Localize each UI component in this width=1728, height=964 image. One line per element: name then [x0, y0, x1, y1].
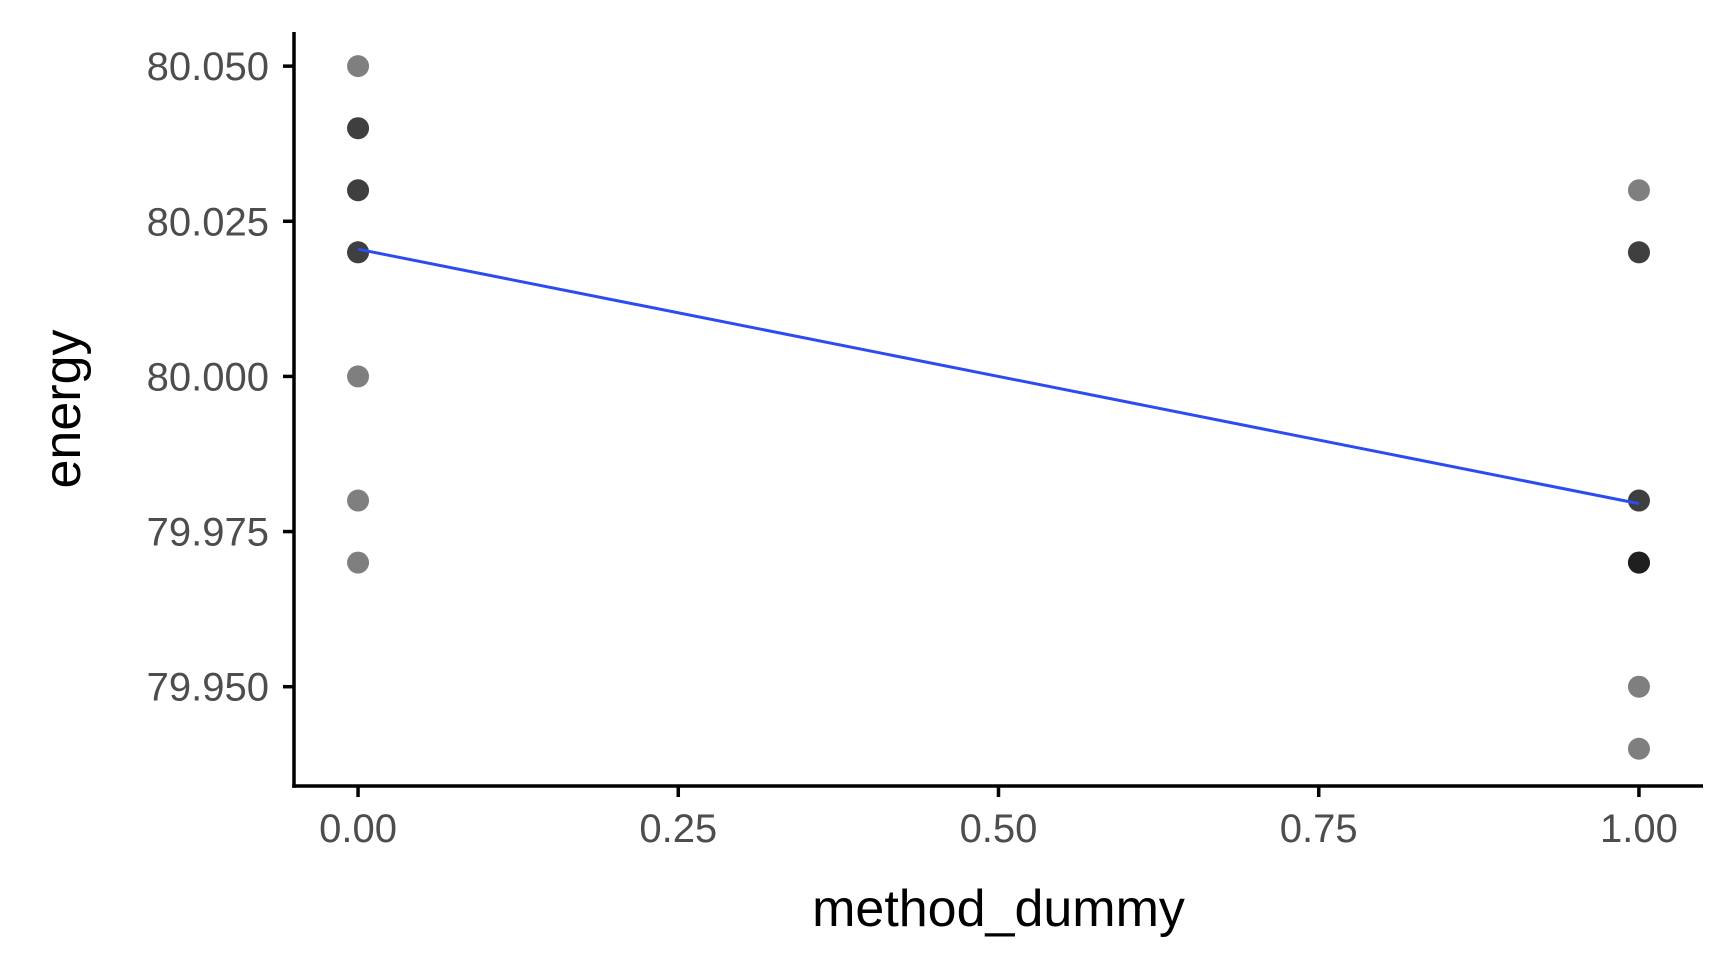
data-point [347, 241, 370, 264]
data-point [347, 55, 370, 78]
data-point [347, 179, 370, 202]
data-point [1627, 241, 1650, 264]
x-tick-label: 0.25 [639, 807, 717, 851]
y-tick-label: 80.025 [147, 200, 269, 244]
fit-line-layer [357, 247, 1640, 506]
data-point [1627, 675, 1650, 698]
data-point [347, 489, 370, 512]
x-tick-label: 1.00 [1600, 807, 1678, 851]
axes-layer [292, 32, 1703, 788]
x-tick-label: 0.00 [319, 807, 397, 851]
data-point [1627, 737, 1650, 760]
y-tick-label: 80.050 [147, 45, 269, 89]
data-point [1627, 551, 1650, 574]
y-tick-label: 80.000 [147, 355, 269, 399]
data-point [347, 551, 370, 574]
points-layer [347, 55, 1650, 760]
x-ticks: 0.00 0.25 0.50 0.75 1.00 [319, 786, 1678, 851]
y-tick-label: 79.950 [147, 666, 269, 710]
data-point [347, 117, 370, 140]
data-point [1627, 489, 1650, 512]
y-tick-label: 79.975 [147, 511, 269, 555]
regression-line [357, 247, 1640, 506]
y-axis-title: energy [34, 330, 92, 489]
y-ticks: 79.950 79.975 80.000 80.025 80.050 [147, 45, 294, 710]
data-point [347, 365, 370, 388]
data-point [1627, 179, 1650, 202]
x-axis-title: method_dummy [812, 880, 1185, 938]
x-tick-label: 0.50 [960, 807, 1038, 851]
x-tick-label: 0.75 [1280, 807, 1358, 851]
